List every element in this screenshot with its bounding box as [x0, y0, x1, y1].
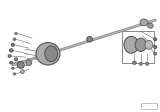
Ellipse shape — [8, 55, 11, 57]
Ellipse shape — [145, 40, 153, 49]
Ellipse shape — [10, 61, 13, 64]
Ellipse shape — [36, 43, 60, 65]
Ellipse shape — [148, 23, 153, 28]
Ellipse shape — [12, 67, 14, 69]
Ellipse shape — [15, 32, 17, 35]
Ellipse shape — [45, 46, 58, 62]
Bar — [122, 31, 154, 63]
Ellipse shape — [26, 60, 32, 66]
Ellipse shape — [124, 36, 138, 53]
Ellipse shape — [87, 36, 92, 42]
Ellipse shape — [154, 45, 157, 49]
Ellipse shape — [139, 62, 142, 65]
Ellipse shape — [140, 19, 148, 26]
Ellipse shape — [13, 73, 16, 75]
Ellipse shape — [132, 61, 136, 64]
Ellipse shape — [14, 58, 18, 61]
Ellipse shape — [154, 52, 157, 55]
Ellipse shape — [20, 70, 24, 74]
Ellipse shape — [11, 43, 14, 46]
Bar — [141, 103, 157, 109]
Ellipse shape — [146, 62, 149, 65]
Ellipse shape — [9, 49, 13, 52]
Ellipse shape — [154, 38, 157, 41]
Ellipse shape — [13, 38, 16, 41]
Ellipse shape — [135, 38, 146, 52]
Ellipse shape — [17, 62, 24, 68]
